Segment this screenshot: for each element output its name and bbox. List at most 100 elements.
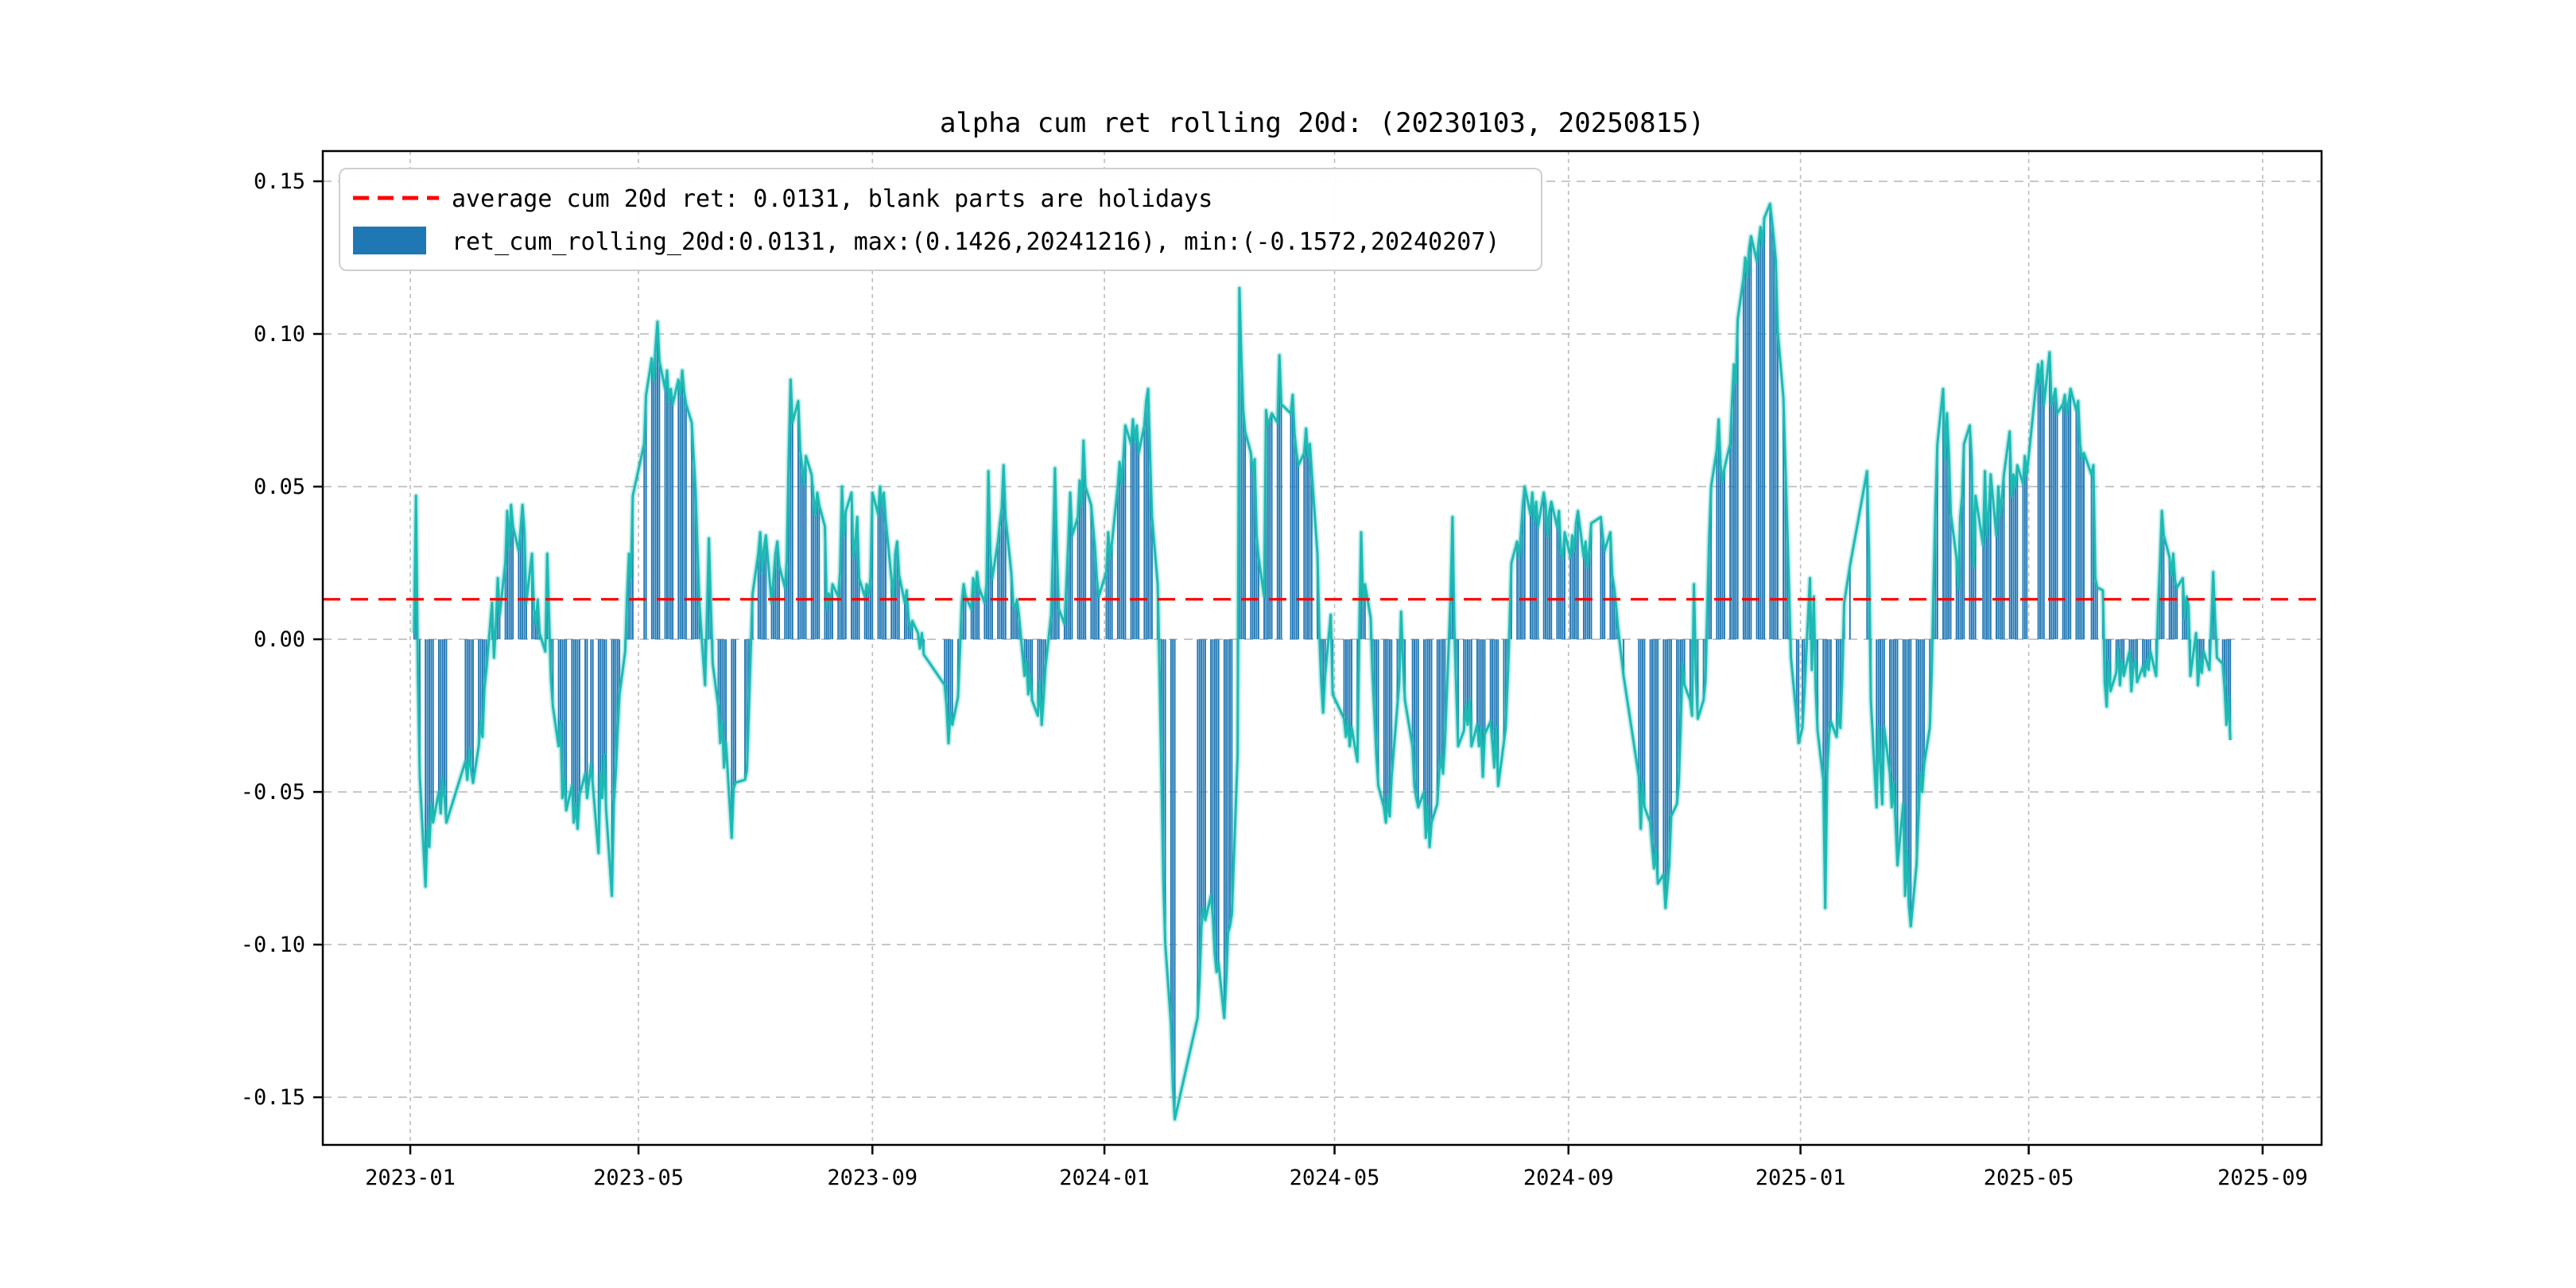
bar	[1988, 510, 1990, 640]
bar	[894, 553, 896, 640]
bar	[2108, 639, 2110, 661]
bar	[664, 389, 666, 640]
x-tick-label: 2025-09	[2217, 1166, 2308, 1190]
bar	[1702, 639, 1705, 700]
bar	[1600, 517, 1602, 640]
bar	[1537, 526, 1539, 640]
bar	[1217, 639, 1220, 964]
bar	[805, 456, 807, 640]
bar	[698, 602, 700, 640]
bar	[2171, 575, 2172, 640]
bar	[911, 621, 914, 640]
bar	[1748, 248, 1750, 640]
bar	[1415, 639, 1418, 798]
bar	[1973, 565, 1975, 640]
bar	[1227, 639, 1229, 933]
bar	[478, 639, 480, 747]
bar	[616, 639, 619, 731]
bar	[1031, 639, 1034, 700]
bar	[949, 639, 952, 713]
bar	[1111, 541, 1113, 640]
bar	[1710, 487, 1713, 640]
bar	[1198, 639, 1201, 982]
bar	[1708, 535, 1710, 640]
bar	[784, 587, 786, 640]
bar	[2163, 535, 2165, 640]
bar	[619, 639, 621, 695]
bar	[1670, 639, 1672, 817]
bar	[1742, 278, 1744, 640]
bar	[1795, 639, 1798, 719]
x-tick-label: 2024-01	[1059, 1166, 1150, 1190]
bar	[2176, 587, 2178, 640]
bar	[1689, 639, 1691, 700]
bar	[1955, 557, 1957, 640]
bar	[906, 590, 908, 640]
bar	[818, 505, 821, 640]
bar	[2037, 364, 2039, 640]
bar	[1546, 535, 1549, 640]
bar	[1210, 639, 1212, 896]
bar	[1014, 608, 1016, 640]
bar	[518, 550, 520, 640]
bar	[657, 321, 658, 640]
bar	[440, 639, 442, 813]
bar	[1569, 557, 1572, 640]
x-tick-label: 2024-09	[1523, 1166, 1614, 1190]
bar	[1444, 639, 1446, 743]
bar	[576, 639, 579, 829]
bar	[2008, 431, 2011, 640]
bar	[1295, 452, 1298, 640]
bar	[1423, 639, 1425, 793]
bar	[1942, 389, 1944, 640]
bar	[989, 553, 991, 640]
bar	[746, 639, 748, 771]
bar	[801, 465, 803, 640]
bar	[759, 532, 762, 640]
bar	[2083, 452, 2085, 640]
bar	[1170, 639, 1172, 1024]
bar	[1892, 639, 1895, 783]
bar	[578, 639, 580, 795]
bar	[2052, 398, 2054, 640]
bar	[1883, 639, 1885, 728]
bar	[694, 489, 696, 640]
bar	[1889, 639, 1891, 774]
bar	[1271, 413, 1273, 640]
bar	[561, 639, 564, 798]
bar	[653, 379, 655, 640]
bar	[841, 487, 843, 640]
bar	[2043, 404, 2045, 640]
bar	[1761, 245, 1763, 640]
bar	[2115, 639, 2117, 673]
bar	[844, 510, 847, 640]
bar	[571, 639, 573, 786]
bar	[851, 492, 852, 640]
bar	[1457, 639, 1459, 747]
bar	[1396, 639, 1399, 707]
bar	[1934, 505, 1937, 640]
bar	[1623, 639, 1625, 677]
bar	[1529, 514, 1531, 640]
bar	[1577, 510, 1579, 640]
bar	[1535, 502, 1538, 640]
bar	[650, 358, 653, 640]
bar	[1090, 505, 1092, 640]
bar	[444, 639, 446, 798]
bar	[1969, 425, 1971, 640]
bar	[1613, 587, 1616, 640]
bar	[2123, 639, 2125, 677]
bar	[1080, 505, 1083, 640]
bar	[2149, 639, 2151, 652]
bar	[2001, 495, 2004, 640]
bar	[1411, 639, 1414, 747]
bar	[1609, 532, 1612, 640]
bar	[1305, 429, 1307, 640]
bar	[2093, 465, 2094, 640]
bar	[1758, 242, 1759, 640]
bar	[603, 639, 605, 755]
bar	[1516, 541, 1519, 640]
bar	[1784, 462, 1787, 640]
bar	[1735, 382, 1737, 640]
